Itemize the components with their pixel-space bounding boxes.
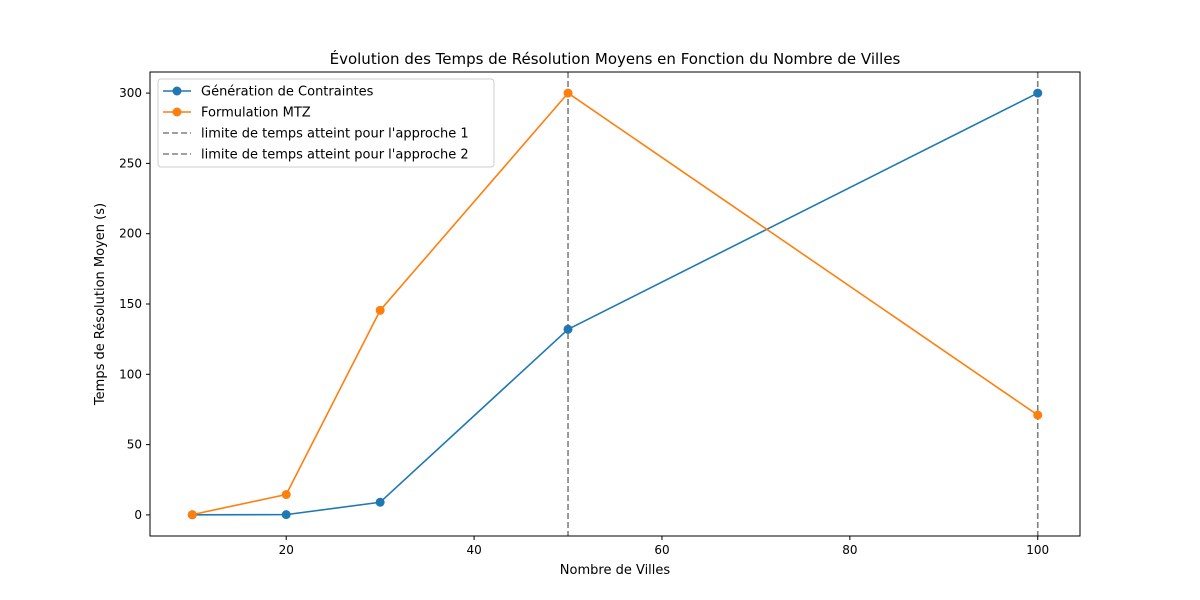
data-point-series-1	[375, 497, 385, 507]
y-tick-label: 50	[127, 438, 142, 452]
y-tick-label: 300	[119, 86, 142, 100]
data-point-series-2	[563, 88, 573, 98]
y-tick-label: 100	[119, 367, 142, 381]
data-point-series-2	[281, 490, 291, 500]
y-tick-label: 150	[119, 297, 142, 311]
data-point-series-1	[281, 510, 291, 520]
legend-label-4: limite de temps atteint pour l'approche …	[201, 148, 469, 163]
data-point-series-2	[187, 510, 197, 520]
axes: 20 40 60 80 100 0 50 100 150 200 250 300	[119, 86, 1049, 557]
x-tick-label: 100	[1026, 543, 1049, 557]
legend-label-2: Formulation MTZ	[201, 106, 311, 121]
legend-label-3: limite de temps atteint pour l'approche …	[201, 127, 469, 142]
legend-box	[157, 78, 495, 168]
y-axis-label: Temps de Résolution Moyen (s)	[93, 203, 108, 406]
y-tick-label: 250	[119, 156, 142, 170]
data-point-series-1	[563, 324, 573, 334]
plot-area	[187, 72, 1043, 536]
data-point-series-2	[375, 305, 385, 315]
x-tick-label: 40	[466, 543, 481, 557]
y-tick-label: 0	[134, 508, 142, 522]
y-tick-label: 200	[119, 227, 142, 241]
legend-marker-2	[172, 107, 182, 117]
x-tick-label: 20	[279, 543, 294, 557]
data-point-series-1	[1033, 88, 1043, 98]
data-point-series-2	[1033, 410, 1043, 420]
legend-label-1: Génération de Contraintes	[201, 85, 374, 100]
chart-title: Évolution des Temps de Résolution Moyens…	[330, 49, 901, 68]
x-tick-label: 60	[654, 543, 669, 557]
legend: Génération de Contraintes Formulation MTZ…	[157, 78, 495, 168]
x-tick-label: 80	[842, 543, 857, 557]
legend-marker-1	[172, 86, 182, 96]
x-axis-label: Nombre de Villes	[560, 563, 671, 578]
